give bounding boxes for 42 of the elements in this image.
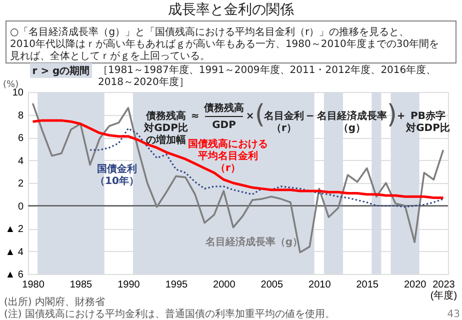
y-tick-label: 0 [18,201,24,212]
x-tick-label: 2000 [213,280,236,290]
series-label: 名目経済成長率（g） [204,236,303,248]
x-tick-label: 2010 [308,280,332,290]
text: 43 [447,309,460,320]
annotation: ( [254,100,266,130]
annotation: − [306,111,314,122]
y-tick-label: ▲ 4 [5,246,24,258]
chart-title: 成長率と金利の関係 [168,2,294,18]
y-tick-label: 8 [18,110,24,122]
annotation: ≈ [190,111,200,122]
x-tick-label: 2023 (年度) [430,280,458,302]
annotation: 名目経済成長率（g） [316,110,387,134]
annotation: GDP [212,120,236,131]
text: ○「名目経済成長率（g）」と「国債残高における平均名目金利（r）」の推移を見ると、2010年代以降はｒが高い年もあればｇが高い年もある一方、1980～2010年度までの30年間を見れば、全体としてｒがｇを上回っている。 [10,26,440,62]
y-tick-label: 2 [18,178,24,190]
text: (注) 国債残高における平均金利は、普通国債の利率加重平均の値を使用。 [4,308,335,320]
annotation: ) [386,100,398,130]
annotation: 債務残高対GDP比の増加幅 [143,110,188,146]
text: (出所) 内閣府、財務省 [4,296,105,308]
y-tick-label: ▲ 6 [5,270,24,280]
x-tick-label: 2015 [356,280,379,290]
x-tick-label: 1995 [165,280,188,290]
y-axis-title: (%) [3,80,19,90]
x-tick-label: 2005 [260,280,284,290]
y-tick-label: 10 [12,88,24,98]
x-tick-label: 1990 [118,280,140,290]
x-tick-label: 2020 [404,280,427,290]
series-label: 国債金利（10年） [95,163,139,187]
x-tick-label: 1980 [22,280,45,290]
y-tick-label: 4 [18,156,24,167]
x-tick-label: 1985 [70,280,93,290]
annotation: 名目金利（r） [263,110,304,134]
annotation: × [246,111,254,122]
text: r > gの期間 [32,65,90,77]
annotation: + [396,111,406,122]
annotation: 債務残高 [203,102,244,114]
series-label: 国債残高における平均名目金利（r） [188,138,268,174]
annotation: PB赤字対GDP比 [405,110,450,134]
y-tick-label: ▲ 2 [5,224,24,235]
text: ［1981～1987年度、1991～2009年度、2011・2012年度、2016年度、2018～2020年度］ [98,64,436,88]
y-tick-label: 6 [18,133,24,144]
